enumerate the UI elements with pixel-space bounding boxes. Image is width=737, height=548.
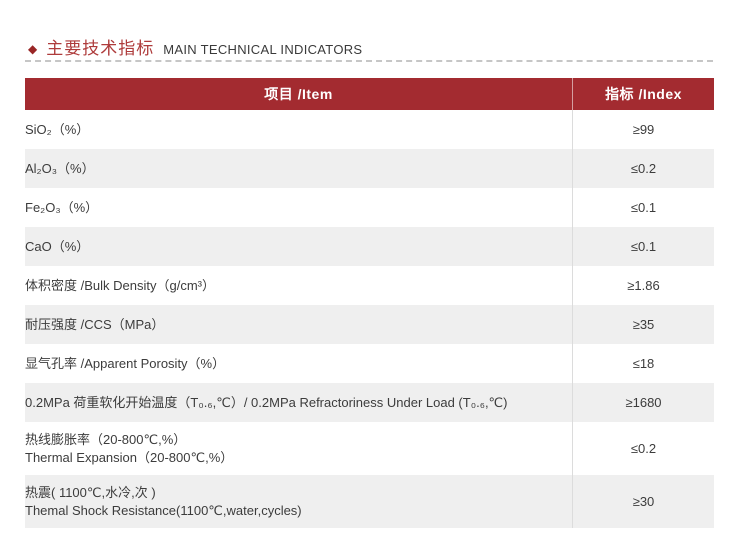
diamond-bullet-icon: ◆ xyxy=(28,42,38,56)
table-row: 体积密度 /Bulk Density（g/cm³） ≥1.86 xyxy=(25,266,714,305)
column-header-index: 指标 /Index xyxy=(572,78,714,110)
item-cell: CaO（%） xyxy=(25,227,573,266)
value-cell: ≥1.86 xyxy=(627,278,660,293)
table-row: CaO（%） ≤0.1 xyxy=(25,227,714,266)
item-text: CaO（%） xyxy=(25,238,90,254)
value-cell: ≤0.1 xyxy=(630,200,657,215)
item-text-line2: Themal Shock Resistance(1100℃,water,cycl… xyxy=(25,502,302,518)
item-cell: SiO₂（%） xyxy=(25,110,573,149)
table-row: Fe₂O₃（%） ≤0.1 xyxy=(25,188,714,227)
table-row: 耐压强度 /CCS（MPa） ≥35 xyxy=(25,305,714,344)
item-text-line1: 热线膨胀率（20-800℃,%） xyxy=(25,431,187,447)
table-row: 热线膨胀率（20-800℃,%） Thermal Expansion（20-80… xyxy=(25,422,714,475)
table-row: 显气孔率 /Apparent Porosity（%） ≤18 xyxy=(25,344,714,383)
item-text: SiO₂（%） xyxy=(25,121,90,137)
item-cell: 显气孔率 /Apparent Porosity（%） xyxy=(25,344,573,383)
column-header-item: 项目 /Item xyxy=(25,78,573,110)
item-text: Fe₂O₃（%） xyxy=(25,199,99,215)
section-title: ◆ 主要技术指标 MAIN TECHNICAL INDICATORS xyxy=(28,34,362,59)
table-row: Al₂O₃（%） ≤0.2 xyxy=(25,149,714,188)
dashed-divider xyxy=(25,60,713,62)
item-cell: 0.2MPa 荷重软化开始温度（T₀.₆,℃）/ 0.2MPa Refracto… xyxy=(25,383,573,422)
item-text: 体积密度 /Bulk Density（g/cm³） xyxy=(25,277,215,293)
item-cell: 耐压强度 /CCS（MPa） xyxy=(25,305,573,344)
value-cell: ≤0.1 xyxy=(630,239,657,254)
item-text: 耐压强度 /CCS（MPa） xyxy=(25,316,165,332)
item-cell: Al₂O₃（%） xyxy=(25,149,573,188)
table-row: 0.2MPa 荷重软化开始温度（T₀.₆,℃）/ 0.2MPa Refracto… xyxy=(25,383,714,422)
value-cell: ≤18 xyxy=(632,356,655,371)
item-text-line1: 热震( 1100℃,水冷,次 ) xyxy=(25,484,156,500)
table-row: SiO₂（%） ≥99 xyxy=(25,110,714,149)
item-text-line2: Thermal Expansion（20-800℃,%） xyxy=(25,449,234,465)
section-title-zh: 主要技术指标 xyxy=(46,39,155,58)
item-text: 显气孔率 /Apparent Porosity（%） xyxy=(25,355,226,371)
table-header-row: 项目 /Item 指标 /Index xyxy=(25,78,714,110)
value-cell: ≤0.2 xyxy=(630,161,657,176)
technical-indicators-table: 项目 /Item 指标 /Index SiO₂（%） ≥99 Al₂O₃（%） … xyxy=(25,78,714,528)
table-row: 热震( 1100℃,水冷,次 ) Themal Shock Resistance… xyxy=(25,475,714,528)
table-body: SiO₂（%） ≥99 Al₂O₃（%） ≤0.2 Fe₂O₃（%） ≤0.1 … xyxy=(25,110,714,528)
value-cell: ≥1680 xyxy=(625,395,662,410)
item-text: 0.2MPa 荷重软化开始温度（T₀.₆,℃）/ 0.2MPa Refracto… xyxy=(25,394,508,410)
item-cell: 热线膨胀率（20-800℃,%） Thermal Expansion（20-80… xyxy=(25,422,573,475)
value-cell: ≤0.2 xyxy=(630,441,657,456)
value-cell: ≥30 xyxy=(632,494,655,509)
item-cell: 热震( 1100℃,水冷,次 ) Themal Shock Resistance… xyxy=(25,475,573,528)
table-header: 项目 /Item 指标 /Index xyxy=(25,78,714,110)
item-text: Al₂O₃（%） xyxy=(25,160,95,176)
item-cell: Fe₂O₃（%） xyxy=(25,188,573,227)
item-cell: 体积密度 /Bulk Density（g/cm³） xyxy=(25,266,573,305)
value-cell: ≥99 xyxy=(632,122,655,137)
section-title-en: MAIN TECHNICAL INDICATORS xyxy=(163,42,363,57)
value-cell: ≥35 xyxy=(632,317,655,332)
